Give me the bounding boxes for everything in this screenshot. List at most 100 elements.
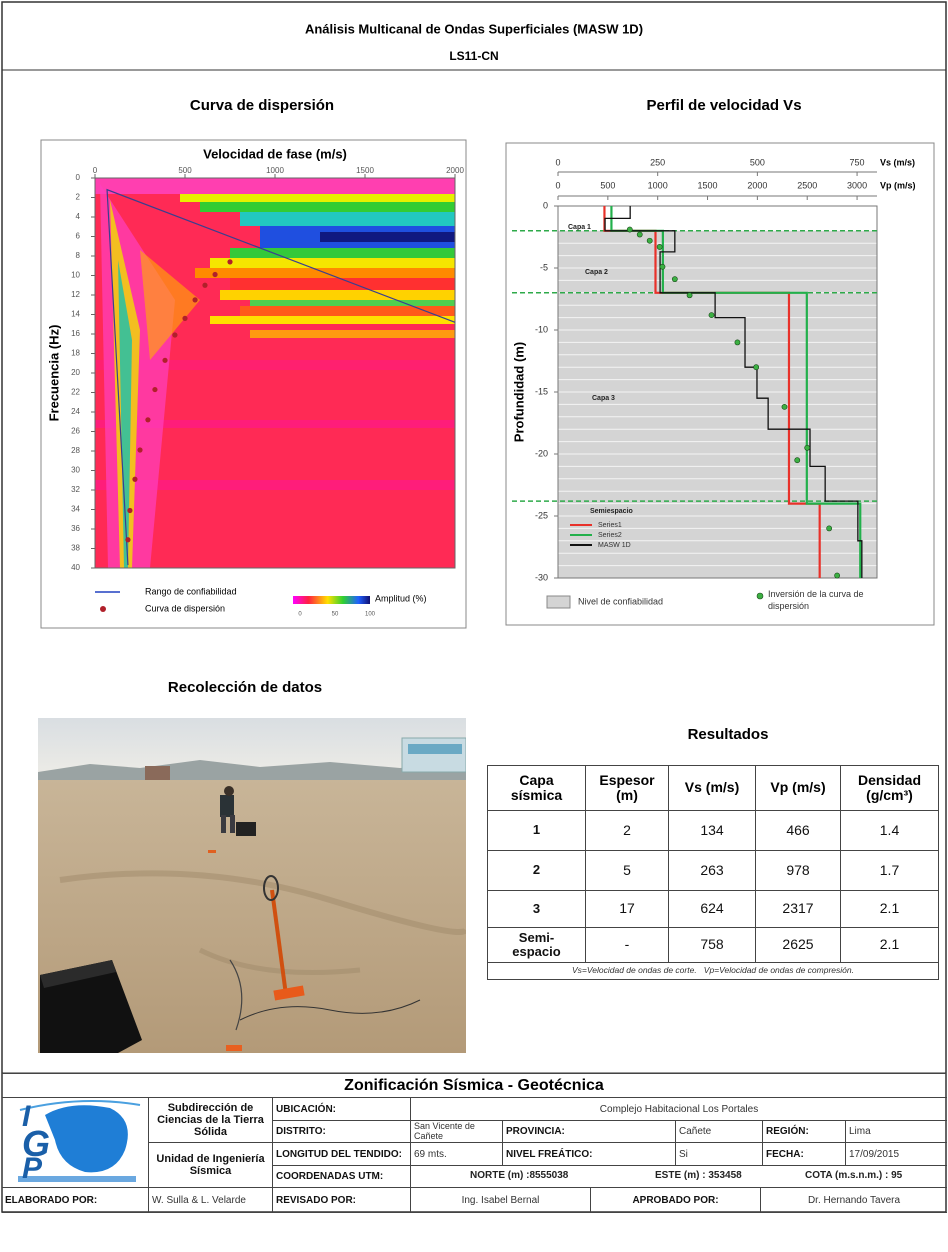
dispersion-point [125, 537, 131, 543]
y-tick-label: -5 [540, 262, 548, 272]
y-tick-label: 30 [71, 466, 80, 475]
results-title: Resultados [688, 726, 769, 743]
vs-axis-label: Vs (m/s) [880, 157, 915, 167]
vp-tick-label: 2000 [747, 180, 767, 190]
photo-title: Recolección de datos [168, 679, 322, 696]
table-cell: 466 [755, 810, 841, 851]
inversion-point [626, 226, 633, 233]
table-cell: 624 [668, 890, 756, 928]
inversion-point [636, 231, 643, 238]
y-tick-label: 28 [71, 446, 80, 455]
x-tick-label: 2000 [446, 166, 464, 175]
y-tick-label: -25 [535, 510, 548, 520]
vs-tick-label: 750 [850, 157, 865, 167]
y-tick-label: 20 [71, 368, 80, 377]
logo-letter: P [22, 1152, 43, 1185]
table-cell: 5 [585, 850, 669, 891]
header-title: Análisis Multicanal de Ondas Superficial… [305, 21, 643, 36]
logo-letter: I [22, 1100, 31, 1133]
field-label: LONGITUD DEL TENDIDO: [272, 1142, 411, 1166]
inversion-point [656, 244, 663, 250]
table-cell: 758 [668, 927, 756, 963]
field-label: REGIÓN: [762, 1120, 846, 1143]
field-value: Lima [845, 1120, 947, 1143]
table-cell: 134 [668, 810, 756, 851]
y-tick-label: 10 [71, 271, 80, 280]
coordinate: ESTE (m) : 353458 [655, 1170, 742, 1181]
legend-label: Series2 [598, 532, 622, 539]
profile-line [604, 206, 863, 578]
y-tick-label: 22 [71, 388, 80, 397]
dispersion-point [172, 332, 178, 338]
legend-marker [756, 592, 764, 600]
x-tick-label: 500 [178, 166, 192, 175]
colorbar-tick-label: 100 [365, 612, 376, 618]
y-tick-label: 26 [71, 427, 80, 436]
y-tick-label: 24 [71, 407, 80, 416]
x-tick-label: 0 [93, 166, 98, 175]
logo [18, 1100, 141, 1182]
table-cell: 2625 [755, 927, 841, 963]
layer-label: Capa 3 [592, 395, 615, 402]
colorbar-tick-label: 50 [332, 612, 339, 618]
dispersion-point [152, 386, 158, 393]
inversion-point [708, 312, 715, 319]
field-label: NIVEL FREÁTICO: [502, 1142, 676, 1166]
field-value: Dr. Hernando Tavera [760, 1187, 947, 1213]
inversion-point [659, 263, 666, 270]
unit-name: Subdirección de Ciencias de la Tierra Só… [148, 1097, 273, 1143]
colorbar-label: Amplitud (%) [375, 593, 427, 603]
y-tick-label: 0 [543, 200, 548, 210]
field-label: DISTRITO: [272, 1120, 411, 1143]
legend-label: Nivel de confiabilidad [578, 596, 663, 606]
y-tick-label: 16 [71, 329, 80, 338]
inversion-point [646, 237, 653, 244]
vp-axis-label: Vp (m/s) [880, 180, 916, 190]
table-cell: 1 [487, 810, 586, 851]
legend-label: Series1 [598, 522, 622, 529]
inversion-point [671, 276, 678, 283]
table-header: Vp (m/s) [755, 765, 841, 811]
vp-tick-label: 3000 [847, 180, 867, 190]
vp-tick-label: 0 [555, 180, 560, 190]
y-tick-label: 2 [76, 193, 81, 202]
legend-label: Inversión de la curva de dispersión [768, 589, 864, 612]
inversion-point [781, 403, 788, 410]
inversion-point [834, 572, 841, 579]
table-note: Vs=Velocidad de ondas de corte. Vp=Veloc… [487, 962, 939, 980]
table-cell: 17 [585, 890, 669, 928]
x-axis-label: Velocidad de fase (m/s) [203, 146, 347, 161]
field-label: UBICACIÓN: [272, 1097, 411, 1121]
vp-tick-label: 500 [600, 180, 615, 190]
field-label: APROBADO POR: [590, 1187, 761, 1213]
y-axis-label: Profundidad (m) [511, 342, 526, 442]
vp-tick-label: 1500 [698, 180, 718, 190]
table-cell: Semi-espacio [487, 927, 586, 963]
table-header: Vs (m/s) [668, 765, 756, 811]
legend-marker [100, 606, 106, 612]
y-tick-label: 32 [71, 485, 80, 494]
inversion-point [826, 525, 833, 532]
profile-title: Perfil de velocidad Vs [646, 97, 801, 114]
y-tick-label: 8 [76, 251, 81, 260]
table-header: Capa sísmica [487, 765, 586, 811]
table-cell: 978 [755, 850, 841, 891]
dispersion-point [202, 282, 208, 288]
dispersion-point [162, 357, 168, 363]
table-cell: 2.1 [840, 927, 939, 963]
field-label: FECHA: [762, 1142, 846, 1166]
field-label: REVISADO POR: [272, 1187, 411, 1213]
layer-label: Semiespacio [590, 508, 633, 515]
table-cell: 2 [585, 810, 669, 851]
dispersion-point [192, 297, 198, 303]
unit-name: Unidad de Ingeniería Sísmica [148, 1142, 273, 1188]
dispersion-point [212, 271, 218, 278]
y-tick-label: 6 [76, 232, 81, 241]
inversion-point [734, 339, 741, 346]
field-value: 17/09/2015 [845, 1142, 947, 1166]
heatmap-image [95, 178, 455, 568]
inversion-point [753, 364, 760, 371]
dispersion-point [145, 417, 151, 423]
y-tick-label: 34 [71, 505, 80, 514]
